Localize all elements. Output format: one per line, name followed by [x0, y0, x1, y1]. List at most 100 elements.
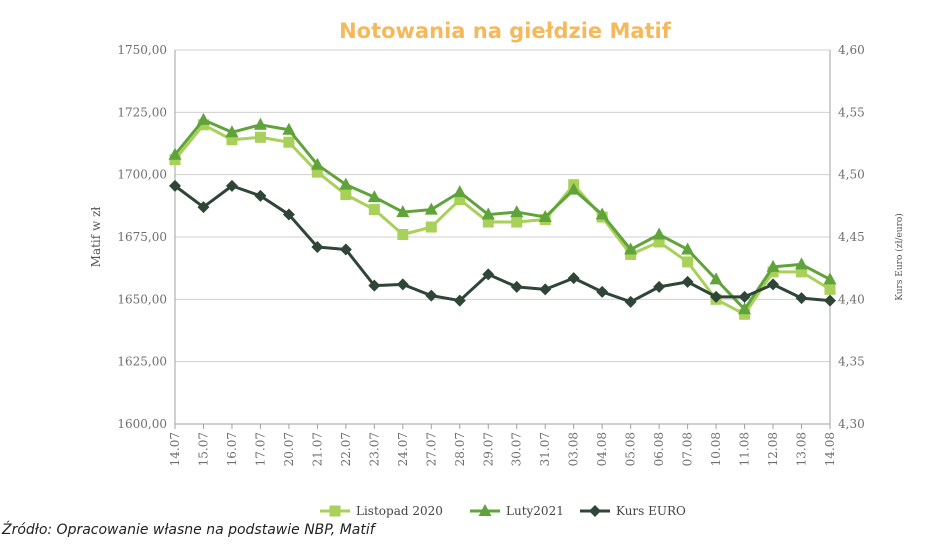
- x-tick-label: 22.07: [339, 432, 353, 466]
- x-tick-label: 05.08: [624, 432, 638, 466]
- data-point: [340, 189, 352, 201]
- data-point: [368, 204, 380, 216]
- data-point: [767, 278, 780, 291]
- y-tick-label: 1725,00: [117, 105, 167, 119]
- data-point: [283, 136, 295, 148]
- data-point: [482, 216, 494, 228]
- y2-tick-label: 4,40: [838, 292, 865, 306]
- data-point: [310, 157, 324, 170]
- data-point: [282, 122, 296, 135]
- x-tick-label: 27.07: [424, 432, 438, 466]
- legend-marker: [589, 505, 601, 517]
- data-point: [396, 278, 409, 291]
- data-point: [339, 177, 353, 190]
- y2-tick-label: 4,60: [838, 43, 865, 57]
- x-tick-label: 24.07: [396, 432, 410, 466]
- data-point: [766, 259, 780, 272]
- x-tick-label: 23.07: [367, 432, 381, 466]
- series-layer: [168, 112, 837, 320]
- series-1: [169, 119, 836, 320]
- data-point: [425, 221, 437, 233]
- data-point: [823, 272, 837, 285]
- legend-marker: [329, 505, 341, 517]
- data-point: [653, 280, 666, 293]
- legend: Listopad 2020 Luty2021 Kurs EURO: [320, 504, 686, 518]
- legend-label: Luty2021: [506, 504, 564, 518]
- y2-tick-label: 4,50: [838, 168, 865, 182]
- data-point: [453, 185, 467, 198]
- data-point: [311, 240, 324, 253]
- x-tick-label: 03.08: [567, 432, 581, 466]
- data-point: [196, 112, 210, 125]
- y2-tick-label: 4,55: [838, 105, 865, 119]
- axes: [174, 50, 831, 425]
- y2-tick-label: 4,45: [838, 230, 865, 244]
- data-point: [225, 125, 239, 138]
- series-2: [168, 112, 837, 315]
- chart-title: Notowania na giełdzie Matif: [339, 19, 672, 43]
- data-point: [424, 202, 438, 215]
- chart: Notowania na giełdzie Matif 1600,00 1625,…: [89, 19, 905, 518]
- gridlines: [175, 49, 830, 425]
- data-point: [254, 189, 267, 202]
- x-tick-label: 11.08: [738, 432, 752, 466]
- x-tick-label: 13.08: [795, 432, 809, 466]
- data-point: [367, 190, 381, 203]
- legend-marker: [478, 504, 492, 516]
- data-point: [795, 257, 809, 270]
- x-tick-label: 17.07: [253, 432, 267, 466]
- data-point: [197, 201, 210, 214]
- x-tick-label: 30.07: [510, 432, 524, 466]
- x-tick-label: 16.07: [225, 432, 239, 466]
- data-point: [282, 208, 295, 221]
- x-tick-label: 10.08: [709, 432, 723, 466]
- x-tick-label: 12.08: [766, 432, 780, 466]
- y-tick-label: 1700,00: [117, 168, 167, 182]
- y-tick-label: 1625,00: [117, 355, 167, 369]
- left-axis-ticks: 1600,00 1625,00 1650,00 1675,00 1700,00 1725,…: [117, 43, 167, 431]
- series-line: [174, 184, 831, 304]
- data-point: [481, 207, 495, 220]
- data-point: [511, 216, 523, 228]
- data-point: [710, 290, 723, 303]
- data-point: [510, 280, 523, 293]
- x-tick-label: 15.07: [196, 432, 210, 466]
- data-point: [795, 292, 808, 305]
- x-tick-label: 07.08: [681, 432, 695, 466]
- y2-tick-label: 4,35: [838, 355, 865, 369]
- x-tick-label: 20.07: [282, 432, 296, 466]
- right-axis-ticks: 4,30 4,35 4,40 4,45 4,50 4,55 4,60: [838, 43, 865, 431]
- data-point: [738, 302, 752, 315]
- data-point: [681, 242, 695, 255]
- legend-label: Kurs EURO: [616, 504, 686, 518]
- data-point: [253, 117, 267, 130]
- data-point: [254, 131, 266, 143]
- data-point: [681, 275, 694, 288]
- data-point: [624, 242, 638, 255]
- data-point: [539, 283, 552, 296]
- data-point: [482, 268, 495, 281]
- data-point: [454, 194, 466, 206]
- x-tick-label: 31.07: [538, 432, 552, 466]
- x-tick-label: 14.07: [168, 432, 182, 466]
- data-point: [397, 229, 409, 241]
- y2-tick-label: 4,30: [838, 417, 865, 431]
- data-point: [652, 227, 666, 240]
- data-point: [453, 294, 466, 307]
- data-point: [425, 289, 438, 302]
- x-tick-label: 28.07: [453, 432, 467, 466]
- data-point: [226, 134, 238, 146]
- y-tick-label: 1650,00: [117, 292, 167, 306]
- data-point: [653, 236, 665, 248]
- data-point: [510, 205, 524, 218]
- x-tick-label: 21.07: [310, 432, 324, 466]
- data-point: [824, 294, 836, 307]
- x-tick-label: 29.07: [481, 432, 495, 466]
- data-point: [738, 290, 751, 303]
- y-tick-label: 1675,00: [117, 230, 167, 244]
- y2-axis-title: Kurs Euro (zł/euro): [894, 213, 905, 301]
- data-point: [368, 279, 381, 292]
- data-point: [225, 179, 238, 192]
- series-line: [173, 123, 831, 316]
- data-point: [709, 272, 723, 285]
